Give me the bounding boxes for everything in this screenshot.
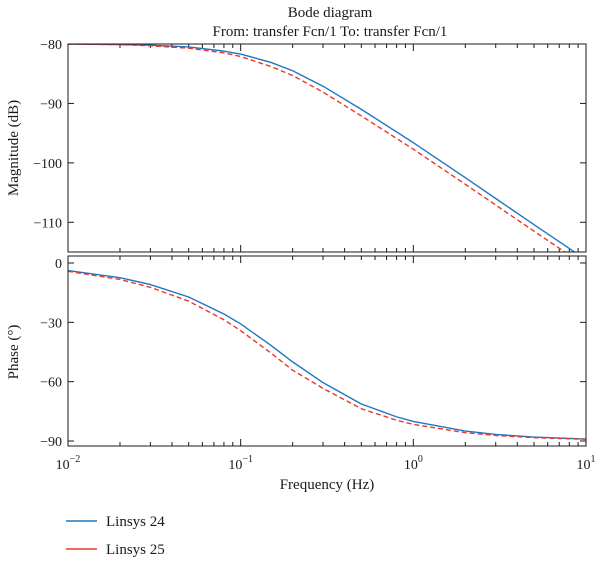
x-tick-label: 101 [577,454,596,473]
y-tick-label: −100 [33,157,62,172]
magnitude-series-linsys-24 [68,44,576,252]
legend-label-linsys-25: Linsys 25 [106,542,165,558]
magnitude-series-linsys-25 [68,44,567,252]
magnitude-axis-label: Magnitude (dB) [6,100,22,196]
y-tick-label: −60 [40,376,62,391]
y-tick-label: −90 [40,97,62,112]
magnitude-frame [67,43,587,253]
phase-series-linsys-24 [68,269,586,440]
x-tick-labels: 10−2 10−1 100 101 [56,454,596,473]
frequency-axis-label: Frequency (Hz) [280,477,375,493]
x-tick-label: 100 [404,454,423,473]
phase-panel: 0 −30 −60 −90 [40,255,587,450]
y-tick-label: −80 [40,38,62,53]
y-tick-label: −30 [40,316,62,331]
magnitude-panel: −80 −90 −100 −110 [33,38,587,253]
legend-label-linsys-24: Linsys 24 [106,514,165,530]
x-tick-label: 10−1 [228,454,253,473]
chart-subtitle: From: transfer Fcn/1 To: transfer Fcn/1 [213,24,448,40]
y-tick-label: −110 [34,216,62,231]
y-tick-label: 0 [55,257,62,272]
phase-series-linsys-25 [68,270,586,440]
legend[interactable]: Linsys 24 Linsys 25 [66,514,165,558]
phase-x-ticks [67,256,579,446]
chart-title: Bode diagram [288,5,373,21]
phase-axis-label: Phase (°) [6,325,22,380]
y-tick-label: −90 [40,435,62,450]
x-tick-label: 10−2 [56,454,81,473]
phase-frame [67,255,587,447]
magnitude-x-ticks [67,44,579,252]
